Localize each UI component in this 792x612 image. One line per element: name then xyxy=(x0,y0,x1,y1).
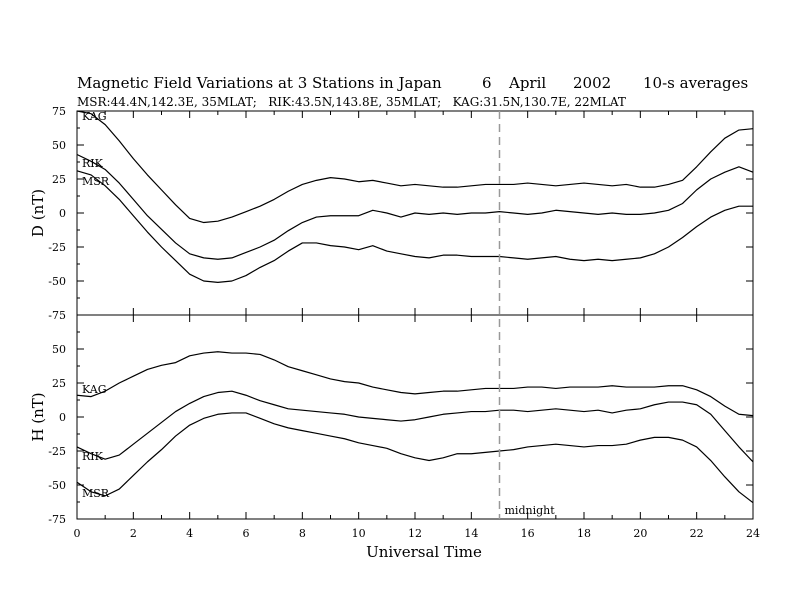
panel-d: -75 -50 -25 0 25 50 75 KAG RIK MSR D (nT) xyxy=(29,105,754,322)
x-tick-label: 24 xyxy=(746,527,760,540)
x-tick-label: 20 xyxy=(633,527,647,540)
h-y-axis-label: H (nT) xyxy=(29,392,47,441)
d-series-msr xyxy=(76,170,753,283)
h-y-tick-label: 50 xyxy=(52,343,66,356)
h-series-label-rik: RIK xyxy=(82,450,104,463)
x-tick-label: 2 xyxy=(130,527,137,540)
d-y-tick-label: 25 xyxy=(52,173,66,186)
x-tick-label: 12 xyxy=(408,527,422,540)
d-y-tick-label: -75 xyxy=(48,309,66,322)
d-series-rik xyxy=(76,153,754,260)
d-y-tick-label: -50 xyxy=(48,275,66,288)
h-series-msr xyxy=(76,412,754,504)
date-year: 2002 xyxy=(573,74,611,92)
d-y-tick-label: 75 xyxy=(52,105,66,118)
h-series-group: KAG RIK MSR xyxy=(76,351,754,504)
h-y-tick-label: -50 xyxy=(48,479,66,492)
d-series-label-rik: RIK xyxy=(82,157,104,170)
h-y-tick-label: -25 xyxy=(48,445,66,458)
chart-title: Magnetic Field Variations at 3 Stations … xyxy=(77,74,442,92)
x-tick-label: 10 xyxy=(352,527,366,540)
h-series-label-msr: MSR xyxy=(82,487,110,500)
d-y-tick-label: 50 xyxy=(52,139,66,152)
d-series-group: KAG RIK MSR xyxy=(76,110,754,283)
d-y-axis: -75 -50 -25 0 25 50 75 xyxy=(48,105,753,322)
h-y-axis: -75 -50 -25 0 25 50 xyxy=(48,314,753,526)
x-tick-label: 8 xyxy=(299,527,306,540)
x-tick-label: 14 xyxy=(464,527,478,540)
h-series-rik xyxy=(76,390,754,463)
d-series-label-msr: MSR xyxy=(82,175,110,188)
h-series-label-kag: KAG xyxy=(82,383,107,396)
date-day: 6 xyxy=(482,74,492,92)
x-tick-label: 6 xyxy=(243,527,250,540)
d-y-tick-label: 0 xyxy=(59,207,66,220)
d-series-label-kag: KAG xyxy=(82,110,107,123)
stations-subtitle: MSR:44.4N,142.3E, 35MLAT; RIK:43.5N,143.… xyxy=(77,95,626,109)
x-tick-label: 16 xyxy=(521,527,535,540)
x-tick-label: 18 xyxy=(577,527,591,540)
d-y-tick-label: -25 xyxy=(48,241,66,254)
h-series-kag xyxy=(76,351,754,417)
x-tick-label: 4 xyxy=(186,527,193,540)
midnight-label: midnight xyxy=(505,504,556,517)
d-series-kag xyxy=(76,110,754,224)
h-y-tick-label: -75 xyxy=(48,513,66,526)
d-y-axis-label: D (nT) xyxy=(29,189,47,237)
averaging-label: 10-s averages xyxy=(643,74,748,92)
date-month: April xyxy=(508,74,546,92)
h-y-tick-label: 0 xyxy=(59,411,66,424)
chart-header: Magnetic Field Variations at 3 Stations … xyxy=(77,74,748,109)
panel-h-frame xyxy=(76,314,754,520)
x-tick-label: 22 xyxy=(690,527,704,540)
h-y-tick-label: 25 xyxy=(52,377,66,390)
x-tick-label: 0 xyxy=(74,527,81,540)
x-axis-label: Universal Time xyxy=(366,543,482,561)
x-axis: 0 2 4 6 8 10 12 14 16 18 20 22 24 xyxy=(74,111,760,540)
